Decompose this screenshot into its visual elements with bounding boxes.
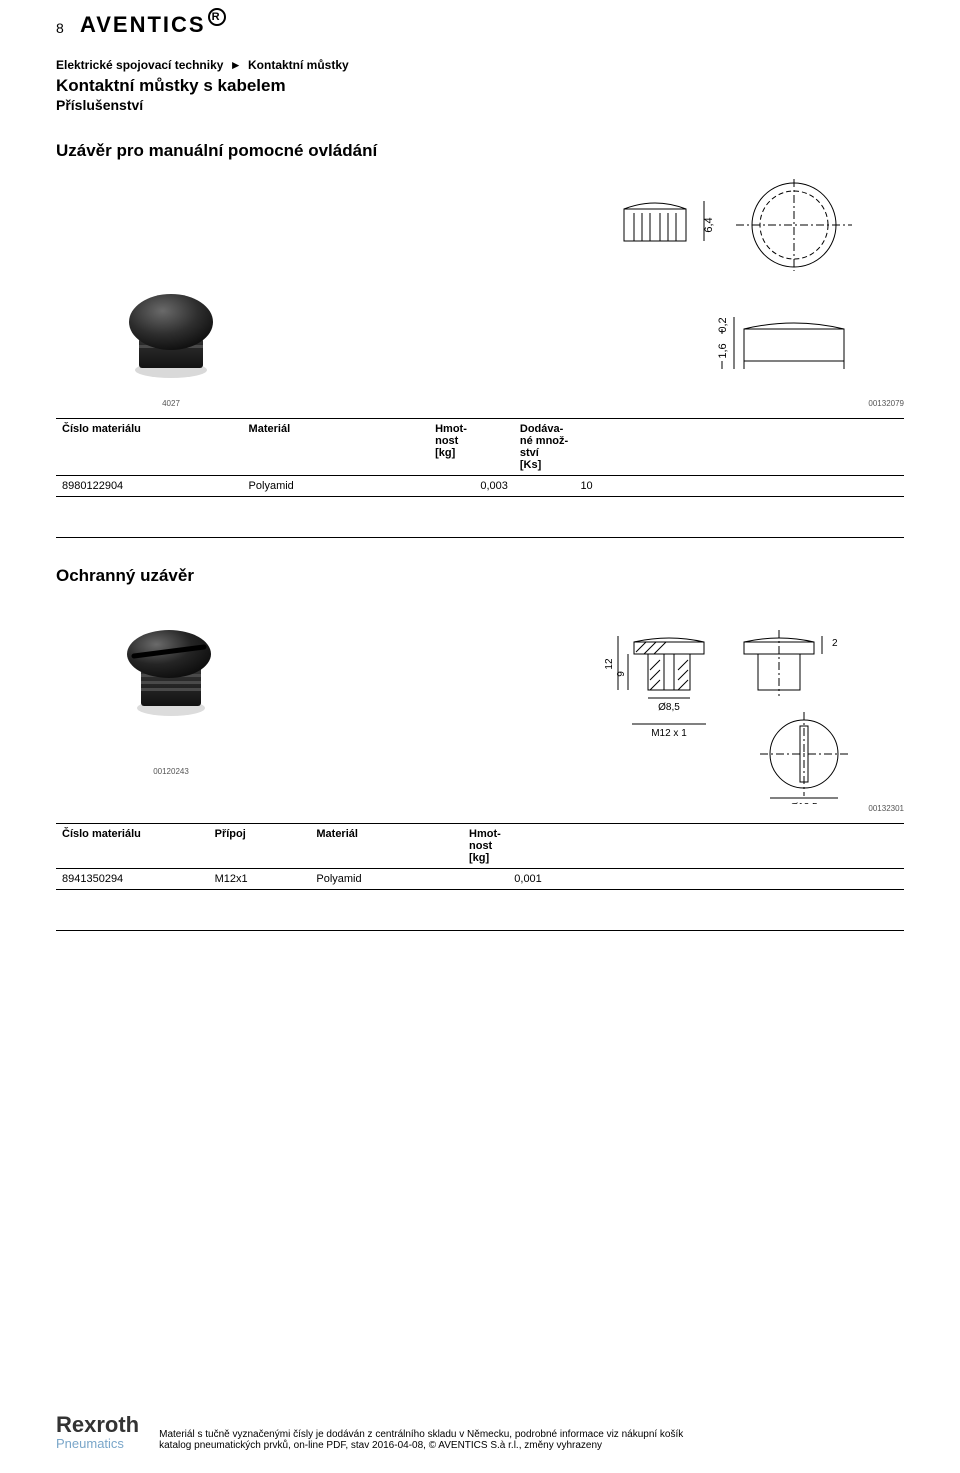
breadcrumb-part2: Kontaktní můstky (248, 58, 349, 72)
dim-9: 9 (616, 671, 627, 677)
dim-2: 2 (832, 638, 838, 649)
section1-col-qty: Dodáva- né množ- ství [Ks] (514, 419, 599, 476)
table-row: 8980122904 Polyamid 0,003 10 (56, 476, 904, 497)
breadcrumb-separator-icon: ► (230, 58, 242, 72)
section2-data-table: Číslo materiálu Přípoj Materiál Hmot- no… (56, 823, 904, 890)
section2-heading: Ochranný uzávěr (56, 566, 904, 586)
section2-col-material-number: Číslo materiálu (56, 824, 209, 869)
section1-col-weight: Hmot- nost [kg] (429, 419, 514, 476)
page-title: Kontaktní můstky s kabelem (56, 76, 904, 96)
registered-icon: R (208, 8, 226, 26)
dim-12: 12 (604, 658, 615, 670)
page-number: 8 (56, 20, 64, 36)
rexroth-logo: Rexroth Pneumatics (56, 1412, 139, 1451)
aventics-logo: AVENTICS R (80, 12, 226, 38)
dim-0-2: 0,2 (717, 317, 729, 332)
dim-6-4: 6,4 (703, 217, 715, 232)
section1-col-material: Materiál (243, 419, 430, 476)
section2-col-material: Materiál (310, 824, 463, 869)
protective-cap-photo (106, 604, 236, 724)
section2-col-weight: Hmot- nost [kg] (463, 824, 548, 869)
breadcrumb-part1: Elektrické spojovací techniky (56, 58, 223, 72)
logo-text: AVENTICS (80, 12, 206, 38)
table-row: 8941350294 M12x1 Polyamid 0,001 (56, 869, 904, 890)
page-footer: Rexroth Pneumatics Materiál s tučně vyzn… (56, 1412, 904, 1451)
section1-col-material-number: Číslo materiálu (56, 419, 243, 476)
footer-line1: Materiál s tučně vyznačenými čísly je do… (159, 1429, 683, 1440)
footer-line2: katalog pneumatických prvků, on-line PDF… (159, 1440, 683, 1451)
section2-drawing-code: 00132301 (868, 804, 904, 813)
footer-logo-sub: Pneumatics (56, 1436, 124, 1451)
section1-heading: Uzávěr pro manuální pomocné ovládání (56, 141, 904, 161)
product-cap-photo (106, 270, 236, 390)
page-subtitle: Příslušenství (56, 97, 904, 113)
dim-d8-5: Ø8,5 (658, 702, 680, 713)
section2-col-connection: Přípoj (209, 824, 311, 869)
dim-d13-5: Ø13,5 (790, 802, 818, 804)
breadcrumb: Elektrické spojovací techniky ► Kontaktn… (56, 58, 904, 72)
section2-photo-code: 00120243 (106, 767, 236, 776)
section1-data-table: Číslo materiálu Materiál Hmot- nost [kg]… (56, 418, 904, 497)
section2-technical-drawing: 12 9 2 Ø8,5 M12 x 1 Ø13,5 (574, 604, 904, 804)
section-divider (56, 537, 904, 538)
section1-drawing-code: 00132079 (868, 399, 904, 408)
section-divider (56, 930, 904, 931)
section1-technical-drawing: 6,4 0,2 1,6 (604, 179, 904, 399)
dim-m12x1: M12 x 1 (651, 728, 687, 739)
section1-photo-code: 4027 (106, 399, 236, 408)
footer-logo-main: Rexroth (56, 1412, 139, 1438)
dim-1-6: 1,6 (717, 343, 729, 358)
